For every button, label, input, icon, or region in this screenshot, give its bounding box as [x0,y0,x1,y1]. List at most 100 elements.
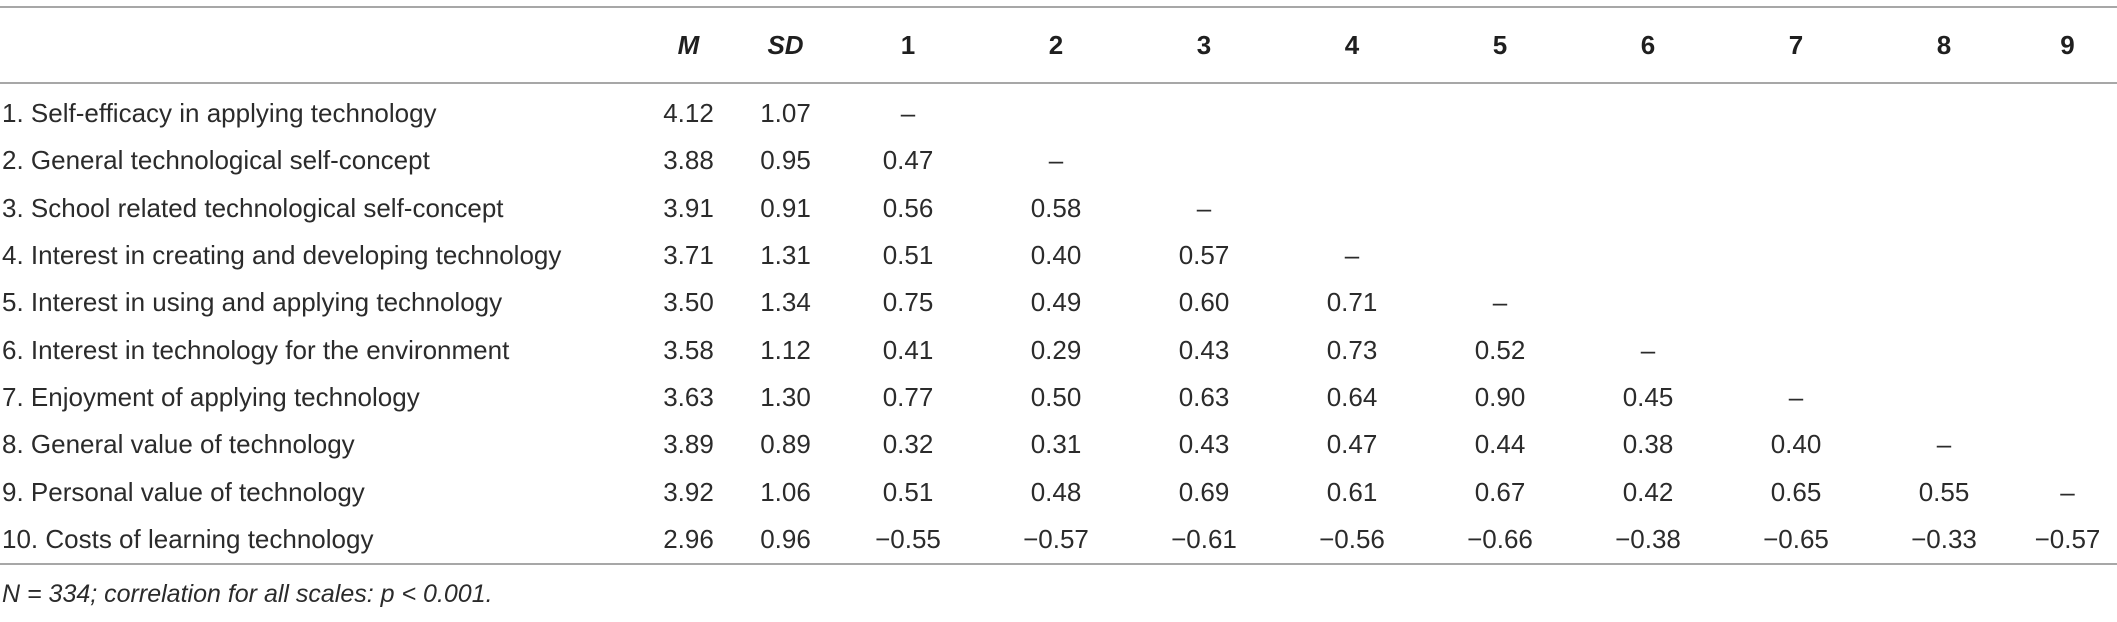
table-cell: 0.69 [1178,476,1230,507]
table-cell: 0.65 [1770,476,1822,507]
row-label: 7. Enjoyment of applying technology [2,381,420,412]
table-cell: 0.40 [1770,429,1822,460]
table-cell [2018,137,2117,184]
table-cell: – [900,98,916,129]
table-cell: −0.61 [1171,523,1237,554]
table-cell [1870,326,2018,373]
table-cell: – [1936,429,1952,460]
table-cell: 0.42 [1622,476,1674,507]
table-cell: 3.50 [663,287,714,318]
table-cell: 0.60 [1178,287,1230,318]
table-cell: – [1048,145,1064,176]
table-cell: 0.29 [1030,334,1082,365]
header-col-4: 4 [1344,29,1360,60]
header-col-3: 3 [1196,29,1212,60]
header-label [0,7,640,83]
table-cell [1870,232,2018,279]
table-cell: 0.55 [1918,476,1970,507]
table-cell [2018,326,2117,373]
table-cell: 1.12 [760,334,811,365]
row-label: 10. Costs of learning technology [2,523,374,554]
table-cell: – [1788,381,1804,412]
table-cell: −0.55 [875,523,941,554]
table-cell [1426,137,1574,184]
table-cell [1722,279,1870,326]
table-cell: 0.89 [760,429,811,460]
table-cell: 0.47 [1326,429,1378,460]
table-cell: – [1196,192,1212,223]
table-row: 9. Personal value of technology 3.92 1.06 0… [0,468,2117,515]
table-cell [2018,232,2117,279]
table-cell [1722,326,1870,373]
table-row: 7. Enjoyment of applying technology 3.63 1… [0,374,2117,421]
table-body: 1. Self-efficacy in applying technology 4… [0,83,2117,564]
table-cell: 0.50 [1030,381,1082,412]
table-cell: 0.57 [1178,240,1230,271]
table-cell: 1.07 [760,98,811,129]
table-row: 10. Costs of learning technology 2.96 0.96… [0,516,2117,564]
table-cell: 0.41 [882,334,934,365]
table-cell [1574,137,1722,184]
table-cell: 0.48 [1030,476,1082,507]
table-cell [1870,83,2018,137]
header-col-5: 5 [1492,29,1508,60]
table-row: 8. General value of technology 3.89 0.89 0.… [0,421,2117,468]
table-cell [1722,83,1870,137]
table-cell: 0.64 [1326,381,1378,412]
table-note: N = 334; correlation for all scales: p <… [2,580,493,608]
table-cell [1574,185,1722,232]
table-cell: 3.88 [663,145,714,176]
table-cell: 1.34 [760,287,811,318]
table-cell: 3.89 [663,429,714,460]
table-cell [1870,279,2018,326]
table-cell: −0.57 [1023,523,1089,554]
table-cell: 0.96 [760,523,811,554]
table-row: 4. Interest in creating and developing t… [0,232,2117,279]
table-cell: 0.77 [882,381,934,412]
table-cell: −0.38 [1615,523,1681,554]
table-cell: 0.32 [882,429,934,460]
table-cell [1426,185,1574,232]
table-row: 2. General technological self-concept 3.8… [0,137,2117,184]
header-col-8: 8 [1936,29,1952,60]
row-label: 9. Personal value of technology [2,476,365,507]
table-cell [1870,137,2018,184]
table-cell: 0.43 [1178,429,1230,460]
header-col-9: 9 [2060,29,2075,60]
table-cell [1130,137,1278,184]
table-cell: 0.31 [1030,429,1082,460]
table-cell [1574,83,1722,137]
row-label: 2. General technological self-concept [2,145,430,176]
table-cell: 0.52 [1474,334,1526,365]
table-cell [1574,279,1722,326]
table-cell [1870,374,2018,421]
table-cell [1278,83,1426,137]
table-cell: 0.67 [1474,476,1526,507]
table-row: 1. Self-efficacy in applying technology 4… [0,83,2117,137]
table-cell [1722,232,1870,279]
table-cell: 0.63 [1178,381,1230,412]
table-cell [2018,421,2117,468]
table-cell: 3.58 [663,334,714,365]
table-cell: 0.73 [1326,334,1378,365]
table-cell [1722,137,1870,184]
table-cell: – [2060,476,2075,507]
row-label: 1. Self-efficacy in applying technology [2,98,437,129]
table-cell: 1.31 [760,240,811,271]
table-cell [2018,185,2117,232]
header-mean: M [677,29,700,60]
row-label: 4. Interest in creating and developing t… [2,240,562,271]
table-cell: −0.65 [1763,523,1829,554]
table-cell: 0.61 [1326,476,1378,507]
row-label: 6. Interest in technology for the enviro… [2,334,510,365]
row-label: 5. Interest in using and applying techno… [2,287,503,318]
table-cell: 3.63 [663,381,714,412]
header-col-2: 2 [1048,29,1064,60]
table-cell [2018,279,2117,326]
header-col-6: 6 [1640,29,1656,60]
table-cell [2018,374,2117,421]
row-label: 8. General value of technology [2,429,355,460]
table-cell: 4.12 [663,98,714,129]
table-cell [1574,232,1722,279]
header-row: M SD 1 2 3 4 5 6 7 8 9 [0,7,2117,83]
